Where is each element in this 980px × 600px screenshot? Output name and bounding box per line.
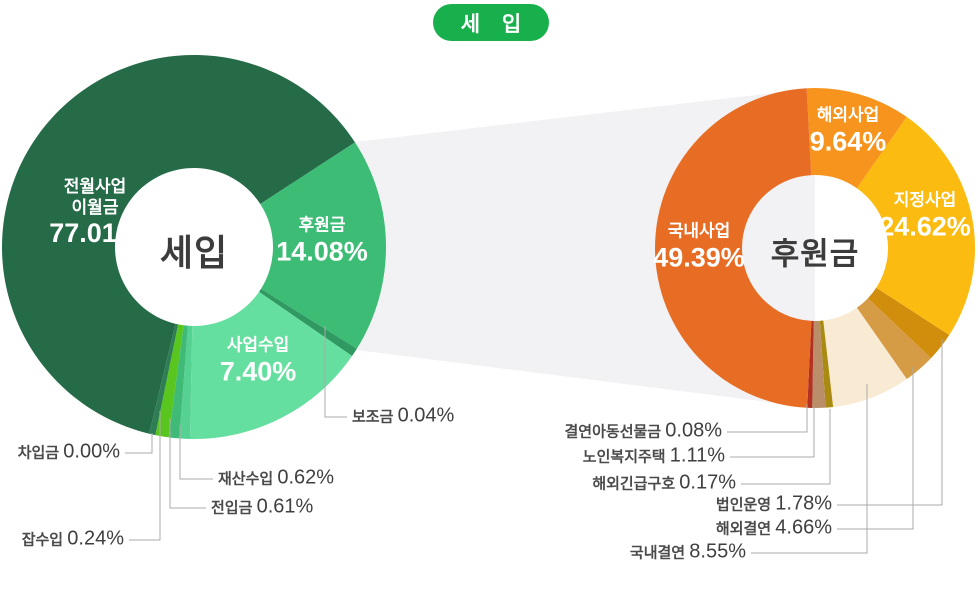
revenue-callout-label-1: 차입금 0.00%: [18, 441, 120, 464]
donation-callout-label-1: 노인복지주택 1.11%: [583, 445, 725, 468]
revenue-callout-label-2: 재산수입 0.62%: [218, 467, 334, 490]
revenue-slice-7: [149, 323, 179, 436]
donation-leader-line-3: [837, 339, 943, 506]
revenue-slice-inner-label-0: 전월사업 이월금 77.01%: [49, 177, 141, 249]
donation-slice-7: [807, 320, 814, 408]
revenue-callout-label-0: 보조금 0.04%: [352, 405, 454, 428]
callout-percent: 0.24%: [67, 527, 124, 550]
slice-name: 전월사업: [63, 177, 127, 197]
donation-callout-label-0: 결연아동선물금 0.08%: [565, 420, 723, 443]
donation-slice-6: [812, 320, 826, 408]
revenue-leader-line-2: [179, 425, 213, 480]
callout-name: 차입금: [17, 444, 64, 462]
callout-name: 결연아동선물금: [564, 423, 666, 441]
slice-name: 국내사업: [667, 221, 731, 241]
slice-percent: 14.08%: [276, 236, 368, 267]
left-donut-center-label: 세입: [159, 232, 229, 273]
revenue-leader-line-0: [324, 326, 347, 418]
callout-name: 해외긴급구호: [592, 475, 680, 493]
callout-percent: 0.62%: [277, 466, 335, 489]
callout-percent: 0.08%: [665, 419, 722, 442]
revenue-slice-inner-label-1: 후원금 14.08%: [276, 216, 368, 267]
revenue-slice-6: [155, 324, 184, 438]
page-title: 세 입: [460, 12, 530, 36]
revenue-leader-line-4: [129, 411, 161, 541]
donation-leader-line-5: [751, 384, 868, 554]
slice-percent: 9.64%: [809, 126, 887, 157]
donation-leader-line-4: [837, 367, 914, 530]
callout-name: 재산수입: [218, 470, 278, 488]
slice-name: 해외사업: [816, 105, 880, 125]
callout-percent: 0.04%: [397, 404, 455, 427]
callout-percent: 1.78%: [775, 492, 832, 515]
slice-percent: 49.39%: [653, 242, 745, 273]
donation-leader-line-2: [741, 409, 831, 485]
donation-callout-label-3: 법인운영 1.78%: [716, 493, 832, 516]
revenue-callout-label-4: 잡수입 0.24%: [22, 528, 124, 551]
donation-leader-line-1: [730, 407, 815, 458]
callout-name: 해외결연: [715, 520, 776, 538]
donation-slice-inner-label-1: 지정사업 24.62%: [879, 191, 971, 242]
revenue-slice-4: [179, 325, 193, 439]
callout-percent: 1.11%: [669, 444, 725, 467]
revenue-callout-label-3: 전입금 0.61%: [211, 496, 313, 519]
callout-name: 전입금: [211, 499, 257, 517]
donation-callout-label-2: 해외긴급구호 0.17%: [592, 472, 736, 495]
revenue-leader-line-1: [125, 433, 153, 454]
slice-percent: 7.40%: [219, 356, 297, 387]
donation-callout-label-5: 국내결연 8.55%: [630, 541, 746, 564]
donation-callout-label-4: 해외결연 4.66%: [716, 517, 832, 540]
callout-percent: 0.00%: [63, 440, 120, 463]
revenue-slice-5: [168, 325, 188, 439]
page-title-badge: 세 입: [433, 4, 549, 41]
slice-name: 후원금: [298, 215, 346, 235]
slice-percent: 24.62%: [879, 211, 971, 242]
slice-name: 지정사업: [893, 190, 957, 210]
callout-name: 국내결연: [629, 544, 690, 562]
revenue-slice-2: [259, 288, 357, 357]
revenue-slice-inner-label-3: 사업수입 7.40%: [220, 336, 297, 387]
right-donut-center-label: 후원금: [770, 236, 860, 272]
callout-name: 법인운영: [715, 496, 776, 514]
donation-slice-0: [806, 88, 907, 189]
donation-slice-2: [867, 287, 950, 359]
callout-percent: 0.61%: [256, 495, 314, 518]
revenue-leader-line-3: [169, 418, 206, 509]
donation-slice-inner-label-8: 국내사업 49.39%: [653, 222, 745, 273]
callout-percent: 4.66%: [775, 516, 832, 539]
callout-name: 보조금: [352, 408, 398, 426]
donation-leader-line-0: [727, 404, 808, 433]
callout-name: 잡수입: [21, 531, 68, 549]
slice-name: 이월금: [71, 197, 119, 217]
donation-slice-3: [856, 298, 932, 380]
donation-slice-5: [819, 320, 834, 408]
callout-percent: 8.55%: [689, 540, 746, 563]
revenue-slice-1: [260, 142, 386, 349]
revenue-slice-3: [189, 291, 353, 439]
donation-slice-8: [655, 88, 812, 408]
donation-slice-1: [856, 116, 975, 336]
donation-slice-inner-label-0: 해외사업 9.64%: [810, 106, 887, 157]
revenue-slice-0: [2, 55, 356, 434]
slice-name: 사업수입: [226, 335, 290, 355]
slice-percent: 77.01%: [49, 218, 141, 249]
donation-slice-4: [823, 307, 907, 407]
callout-percent: 0.17%: [679, 471, 736, 494]
callout-name: 노인복지주택: [582, 448, 670, 466]
